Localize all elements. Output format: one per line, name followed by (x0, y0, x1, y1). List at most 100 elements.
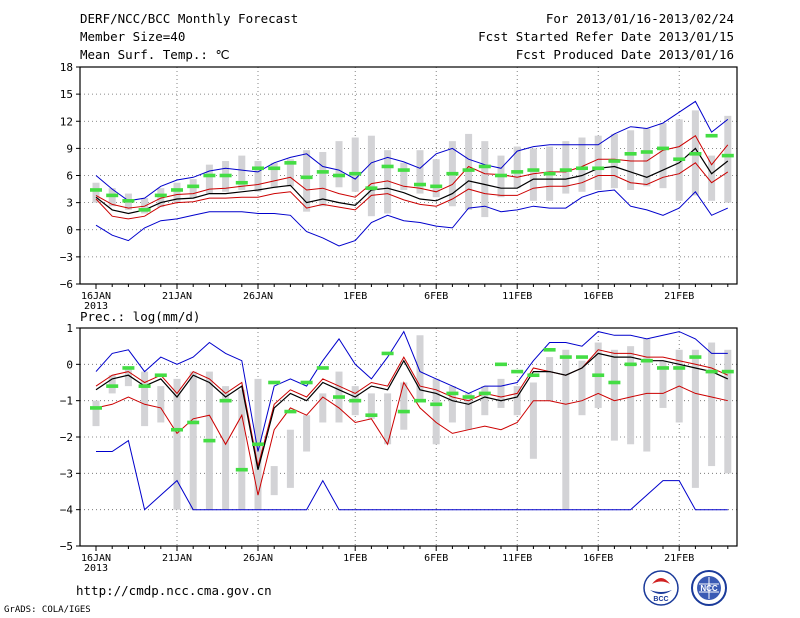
spread-bar (303, 150, 311, 212)
x-tick-label: 16FEB (583, 291, 613, 302)
spread-bar (319, 151, 327, 207)
observed-mark (462, 395, 475, 399)
spread-bar (189, 371, 197, 510)
y-tick-label: −6 (60, 278, 73, 291)
series-line-ensemble-min (96, 439, 728, 511)
grads-credit: GrADS: COLA/IGES (4, 605, 91, 615)
observed-mark (559, 355, 572, 359)
observed-mark (235, 467, 248, 472)
y-tick-label: −1 (60, 395, 73, 408)
spread-bar (513, 386, 521, 416)
observed-mark (300, 175, 313, 180)
observed-mark (608, 159, 621, 163)
observed-mark (673, 157, 686, 162)
observed-mark (138, 208, 151, 212)
series-line-spread-lower (95, 381, 728, 496)
spread-bar (627, 130, 635, 190)
spread-bar (448, 386, 456, 423)
x-tick-label: 21FEB (664, 291, 694, 302)
spread-bar (643, 128, 651, 187)
spread-bar (173, 182, 181, 203)
observed-mark (219, 398, 232, 403)
spread-bar (384, 150, 392, 214)
spread-bar (189, 179, 197, 199)
y-tick-label: 6 (66, 170, 73, 183)
observed-mark (171, 427, 183, 432)
spread-bar (351, 137, 359, 192)
observed-mark (333, 173, 345, 178)
x-tick-label: 11FEB (502, 553, 532, 564)
observed-mark (268, 166, 281, 171)
observed-mark (446, 171, 459, 176)
observed-mark (349, 171, 362, 176)
spread-bar (205, 164, 213, 194)
observed-mark (90, 188, 102, 192)
observed-mark (316, 170, 329, 174)
observed-mark (284, 409, 297, 414)
spread-bar (141, 371, 149, 427)
y-tick-label: 9 (66, 142, 73, 155)
bcc-logo: BCC (643, 570, 679, 606)
y-tick-label: 12 (60, 115, 73, 128)
observed-mark (673, 366, 686, 370)
spread-bar (610, 349, 618, 441)
spread-bar (108, 188, 116, 207)
ncc-logo-text: NCC (700, 584, 718, 593)
observed-mark (268, 380, 281, 385)
observed-mark (171, 188, 183, 192)
spread-bar (335, 141, 343, 188)
y-tick-label: −4 (60, 504, 74, 517)
observed-mark (252, 166, 264, 171)
observed-mark (235, 180, 248, 185)
observed-mark (219, 173, 232, 178)
spread-bar (238, 389, 246, 510)
spread-bar (367, 135, 375, 217)
observed-mark (559, 168, 572, 172)
spread-bar (465, 133, 473, 210)
observed-mark (657, 366, 669, 370)
observed-mark (640, 150, 653, 154)
observed-mark (203, 173, 216, 178)
x-tick-label: 26JAN (243, 553, 273, 564)
spread-bar (108, 375, 116, 394)
series-line-spread-upper (95, 349, 729, 467)
observed-mark (203, 438, 216, 443)
y-tick-label: −2 (60, 431, 73, 444)
x-tick-label: 16JAN (81, 553, 111, 564)
spread-bar (432, 378, 440, 445)
observed-mark (543, 348, 556, 352)
x-tick-label: 6FEB (424, 553, 448, 564)
observed-mark (705, 133, 718, 138)
observed-mark (543, 171, 556, 176)
temperature-label: Mean Surf. Temp.: ℃ (80, 47, 230, 62)
y-tick-label: 18 (60, 61, 73, 74)
spread-bar (708, 155, 716, 201)
observed-mark (187, 184, 200, 189)
y-tick-label: −3 (60, 251, 73, 264)
observed-mark (154, 193, 167, 198)
spread-bar (92, 400, 100, 427)
source-url[interactable]: http://cmdp.ncc.cma.gov.cn (76, 583, 272, 598)
spread-bar (254, 161, 262, 192)
spread-bar (708, 342, 716, 467)
observed-mark (430, 184, 443, 189)
spread-bar (659, 123, 667, 189)
observed-mark (397, 168, 410, 172)
spread-bar (578, 137, 586, 192)
spread-bar (546, 357, 554, 401)
y-tick-label: 3 (66, 197, 73, 210)
spread-bar (238, 155, 246, 190)
spread-bar (529, 382, 537, 459)
series-line-ensemble-max (95, 330, 728, 452)
x-tick-label: 16JAN (81, 291, 111, 302)
spread-bar (432, 159, 440, 198)
spread-bar (481, 386, 489, 416)
x-tick-label: 6FEB (424, 291, 448, 302)
x-tick-label: 1FEB (343, 291, 367, 302)
observed-mark (576, 166, 588, 171)
observed-mark (154, 373, 167, 378)
observed-mark (300, 380, 313, 385)
spread-bar (465, 393, 473, 430)
y-tick-label: 0 (66, 358, 73, 371)
